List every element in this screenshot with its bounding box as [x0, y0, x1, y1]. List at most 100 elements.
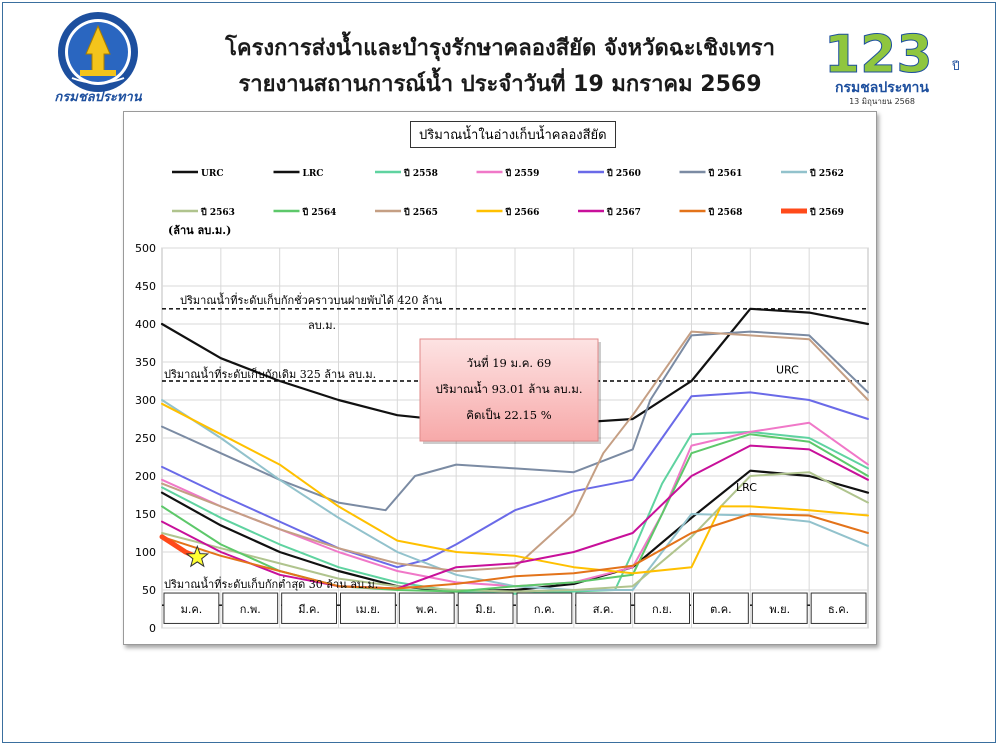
legend-label: ปี 2559	[504, 168, 539, 179]
legend-label: ปี 2568	[707, 207, 742, 218]
storage-chart: 0 50 100 150 200 250 300 350 400 450 500 (ล้าน ลบ.ม…	[135, 168, 870, 635]
month-box-frame	[222, 592, 279, 624]
month-box-frame	[575, 592, 632, 624]
annotation-percent: คิดเป็น 22.15 %	[466, 407, 551, 422]
legend-item: ปี 2562	[781, 168, 844, 179]
month-label: ธ.ค.	[828, 603, 849, 616]
month-box-frame	[340, 592, 396, 624]
legend-item: ปี 2565	[375, 207, 438, 218]
y-tick-label: 400	[135, 318, 156, 331]
legend-label: ปี 2569	[809, 207, 844, 218]
month-box: มี.ค.	[281, 592, 338, 624]
annotation-date: วันที่ 19 ม.ค. 69	[467, 355, 552, 370]
anniversary-number: 123	[824, 25, 933, 85]
y-tick-label: 100	[135, 546, 156, 559]
series-line	[161, 391, 869, 569]
urc-curve-label: URC	[776, 363, 799, 376]
lrc-curve-label: LRC	[736, 481, 757, 494]
month-label: มี.ค.	[298, 603, 320, 616]
legend-label: LRC	[303, 169, 324, 179]
legend-item: ปี 2566	[476, 207, 539, 218]
month-box-frame	[810, 592, 867, 624]
reference-label-420: ปริมาณน้ำที่ระดับเก็บกักชั่วคราวบนฝายพับ…	[180, 292, 443, 307]
legend-item: ปี 2563	[172, 207, 235, 218]
month-box: เม.ย.	[340, 592, 396, 624]
report-title-line2: รายงานสถานการณ์น้ำ ประจำวันที่ 19 มกราคม…	[238, 72, 762, 97]
legend-label: URC	[201, 169, 224, 179]
month-label: ต.ค.	[710, 603, 732, 616]
series-line	[161, 330, 869, 512]
royal-irrigation-department-logo: กรมชลประทาน	[54, 12, 143, 104]
legend-label: ปี 2560	[606, 168, 641, 179]
legend-item: ปี 2559	[476, 168, 539, 179]
series-line	[161, 402, 869, 575]
month-box-frame	[398, 592, 455, 624]
month-box-frame	[693, 592, 749, 624]
legend-label: ปี 2563	[200, 207, 235, 218]
month-label: ส.ค.	[593, 603, 614, 616]
legend-label: ปี 2565	[403, 207, 438, 218]
anniversary-suffix: ปี	[951, 59, 959, 73]
legend-item: ปี 2558	[375, 168, 438, 179]
month-box-frame	[281, 592, 338, 624]
month-box: มิ.ย.	[457, 592, 514, 624]
y-tick-label: 150	[135, 508, 156, 521]
month-box: ส.ค.	[575, 592, 632, 624]
month-label: ก.ย.	[652, 603, 672, 616]
month-label: ก.ค.	[534, 603, 555, 616]
legend-item: ปี 2561	[679, 168, 742, 179]
month-box: พ.ค.	[398, 592, 455, 624]
y-tick-label: 50	[142, 584, 156, 597]
annotation-volume: ปริมาณน้ำ 93.01 ล้าน ลบ.ม.	[436, 381, 583, 396]
month-label: ม.ค.	[181, 603, 203, 616]
series-line	[161, 513, 869, 590]
reference-label-325: ปริมาณน้ำที่ระดับเก็บกักเดิม 325 ล้าน ลบ…	[164, 366, 376, 381]
chart-panel: 0 50 100 150 200 250 300 350 400 450 500 (ล้าน ลบ.ม…	[123, 111, 877, 645]
legend-item: URC	[172, 169, 224, 179]
month-box-frame	[751, 592, 808, 624]
left-logo-text: กรมชลประทาน	[54, 90, 142, 104]
month-label: เม.ย.	[356, 603, 380, 616]
month-box: ต.ค.	[693, 592, 749, 624]
month-label: ก.พ.	[240, 603, 261, 616]
legend-item: ปี 2560	[578, 168, 641, 179]
series-line	[161, 444, 869, 590]
month-box: ก.ย.	[634, 592, 690, 624]
legend-item: ปี 2567	[578, 207, 641, 218]
anniversary-123-logo: 123 ปี กรมชลประทาน 13 มิถุนายน 2568	[824, 25, 960, 107]
reference-label-30: ปริมาณน้ำที่ระดับเก็บกักต่ำสุด 30 ล้าน ล…	[164, 576, 378, 591]
y-tick-label: 350	[135, 356, 156, 369]
month-box: ก.ค.	[516, 592, 573, 624]
month-box: ก.พ.	[222, 592, 279, 624]
legend-item: LRC	[273, 169, 324, 179]
y-tick-label: 0	[149, 622, 156, 635]
current-level-star-icon	[185, 544, 210, 568]
legend-item: ปี 2564	[273, 207, 336, 218]
month-box-frame	[516, 592, 573, 624]
right-logo-org: กรมชลประทาน	[835, 80, 929, 96]
legend-label: ปี 2561	[707, 168, 742, 179]
series-line	[161, 430, 869, 595]
month-box: ธ.ค.	[810, 592, 867, 624]
series-line	[161, 471, 869, 593]
chart-title: ปริมาณน้ำในอ่างเก็บน้ำคลองสียัด	[410, 121, 616, 148]
legend-label: ปี 2564	[301, 207, 336, 218]
month-box-frame	[634, 592, 690, 624]
month-box-frame	[457, 592, 514, 624]
reference-label-420-unit: ลบ.ม.	[308, 319, 336, 332]
month-label: มิ.ย.	[475, 603, 496, 616]
series-line	[160, 469, 870, 593]
y-tick-label: 200	[135, 470, 156, 483]
legend-label: ปี 2558	[403, 168, 438, 179]
legend-label: ปี 2567	[606, 207, 641, 218]
y-tick-label: 300	[135, 394, 156, 407]
month-label: พ.ย.	[769, 603, 790, 616]
month-label: พ.ค.	[416, 603, 438, 616]
y-tick-label: 450	[135, 280, 156, 293]
legend-label: ปี 2562	[809, 168, 844, 179]
y-tick-label: 500	[135, 242, 156, 255]
legend-item: ปี 2569	[781, 207, 844, 218]
report-title-line1: โครงการส่งน้ำและบำรุงรักษาคลองสียัด จังห…	[225, 36, 775, 61]
month-box: พ.ย.	[751, 592, 808, 624]
